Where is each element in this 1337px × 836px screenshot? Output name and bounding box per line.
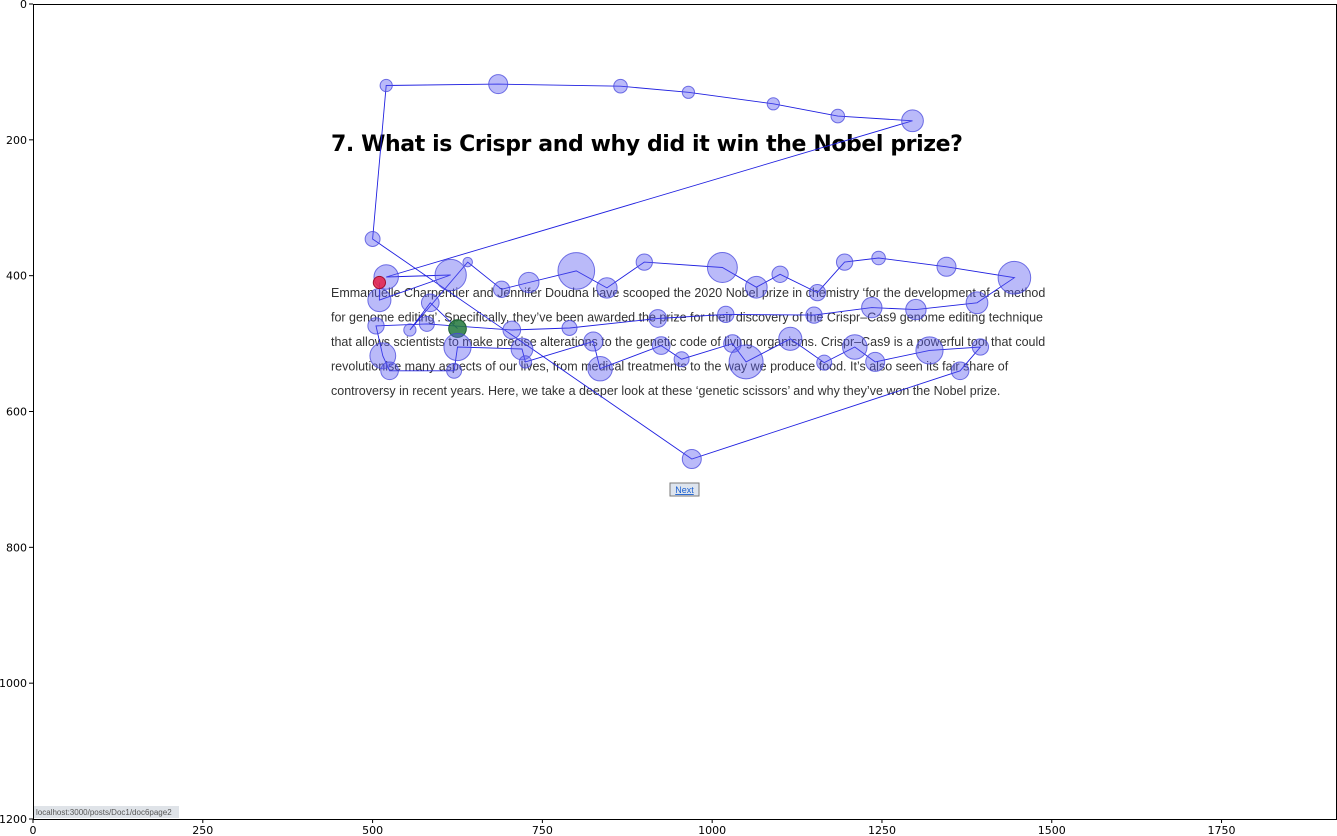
fixation-point (830, 108, 846, 124)
fixation-point (561, 320, 578, 336)
fixation-point (587, 355, 613, 382)
fixation-point (364, 231, 381, 247)
fixation-point (861, 296, 883, 319)
fixation-point (965, 291, 989, 315)
fixation-point (778, 326, 803, 351)
x-tick-label: 1000 (698, 824, 726, 836)
fixation-point (744, 275, 768, 299)
fixation-point (950, 361, 970, 381)
fixation-point (367, 317, 385, 335)
fixation-point (816, 354, 833, 371)
status-bar: localhost:3000/posts/Doc1/doc6page2 (33, 806, 179, 818)
fixation-point (596, 277, 618, 299)
y-tick-label: 400 (6, 270, 27, 283)
fixation-point (728, 344, 764, 380)
x-tick-label: 1500 (1038, 824, 1066, 836)
plot-area (33, 4, 1337, 819)
fixation-point (936, 256, 957, 277)
fixation-point (808, 283, 827, 302)
fixation-point (717, 305, 735, 324)
fixation-point (367, 288, 392, 313)
fixation-point (915, 336, 944, 365)
fixation-point (557, 252, 596, 290)
fixation-point (905, 298, 927, 321)
status-bar-url: localhost:3000/posts/Doc1/doc6page2 (36, 808, 172, 817)
fixation-point (488, 74, 509, 95)
x-tick-label: 250 (192, 824, 213, 836)
fixation-point (510, 337, 534, 361)
fixation-point (443, 332, 472, 362)
fixation-point (492, 280, 511, 298)
x-tick-label: 500 (362, 824, 383, 836)
paragraph-line: revolutionise many aspects of our lives,… (331, 360, 1009, 374)
fixation-point (901, 109, 924, 133)
fixation-point (805, 306, 823, 324)
fixation-point (635, 253, 653, 271)
fixation-point (418, 315, 435, 332)
paragraph: Emmanuelle Charpentier and Jennifer Doud… (331, 286, 1045, 398)
y-tick-label: 1200 (0, 813, 27, 826)
y-tick-label: 800 (6, 541, 27, 554)
fixation-point (971, 338, 990, 356)
x-tick-label: 750 (532, 824, 553, 836)
fixation-point (518, 355, 533, 369)
y-tick-label: 0 (20, 0, 27, 11)
fixation-point (420, 293, 440, 313)
next-button-box[interactable] (669, 482, 700, 497)
x-tick-label: 1750 (1208, 824, 1236, 836)
paragraph-line: controversy in recent years. Here, we ta… (331, 384, 1000, 398)
scanpath-layer (364, 74, 1032, 470)
background-page: 7. What is Crispr and why did it win the… (33, 132, 1045, 818)
status-bar-bg (33, 806, 179, 818)
fixation-point (613, 78, 628, 94)
fixation-point (871, 250, 886, 266)
fixation-point (583, 331, 604, 352)
fixation-end-point (372, 275, 387, 290)
fixation-point (673, 351, 690, 368)
y-tick-label: 600 (6, 406, 27, 419)
fixation-point (865, 351, 886, 372)
fixation-point (681, 448, 702, 470)
fixation-point (771, 265, 789, 283)
fixation-point (835, 253, 854, 271)
fixation-point (842, 334, 868, 360)
next-button-label[interactable]: Next (675, 485, 694, 495)
fixation-point (766, 97, 780, 111)
fixation-point (518, 271, 540, 294)
fixation-point (648, 309, 668, 328)
page-heading: 7. What is Crispr and why did it win the… (331, 132, 963, 157)
fixation-point (706, 252, 738, 283)
fixation-point (462, 256, 473, 268)
fixation-point (681, 85, 696, 99)
scanpath-line (372, 83, 1016, 460)
fixation-point (379, 78, 393, 93)
fixation-point (446, 362, 463, 379)
x-tick-label: 0 (30, 824, 37, 836)
fixation-point (403, 323, 417, 337)
fixation-point (380, 361, 399, 381)
fixation-point (502, 320, 522, 340)
fixation-point (997, 260, 1032, 295)
fixation-point (434, 258, 467, 292)
next-button[interactable]: Next (669, 482, 700, 497)
paragraph-line: for genome editing’. Specifically, they’… (331, 311, 1043, 325)
y-tick-label: 200 (6, 134, 27, 147)
y-tick-label: 1000 (0, 677, 27, 690)
fixation-start-point (448, 319, 467, 338)
fixation-point (651, 336, 671, 355)
x-tick-label: 1250 (868, 824, 896, 836)
